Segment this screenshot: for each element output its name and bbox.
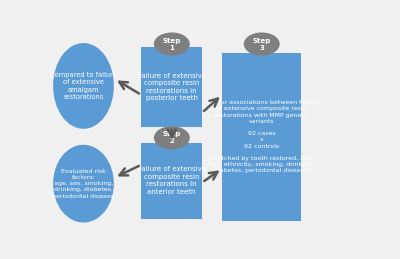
Ellipse shape xyxy=(53,43,114,129)
Text: Test for associations between failure
of extensive composite resin
restorations : Test for associations between failure of… xyxy=(204,100,319,173)
FancyBboxPatch shape xyxy=(142,143,202,219)
Text: Step
1: Step 1 xyxy=(163,38,181,51)
Ellipse shape xyxy=(53,145,114,222)
Text: Failure of extensive
composite resin
restorations in
anterior teeth: Failure of extensive composite resin res… xyxy=(138,166,206,195)
Circle shape xyxy=(154,32,190,56)
FancyBboxPatch shape xyxy=(142,47,202,127)
Text: Failure of extensive
composite resin
restorations in
posterior teeth: Failure of extensive composite resin res… xyxy=(138,73,206,101)
Text: Step
2: Step 2 xyxy=(163,131,181,144)
Circle shape xyxy=(154,126,190,149)
FancyBboxPatch shape xyxy=(222,53,301,221)
Text: Compared to failure
of extensive
amalgam
restorations: Compared to failure of extensive amalgam… xyxy=(50,72,117,100)
Circle shape xyxy=(244,32,280,56)
Text: Evaluated risk
factors:
age, sex, smoking,
drinking, diabetes,
periodontal disea: Evaluated risk factors: age, sex, smokin… xyxy=(52,169,114,199)
Text: Step
3: Step 3 xyxy=(252,38,271,51)
